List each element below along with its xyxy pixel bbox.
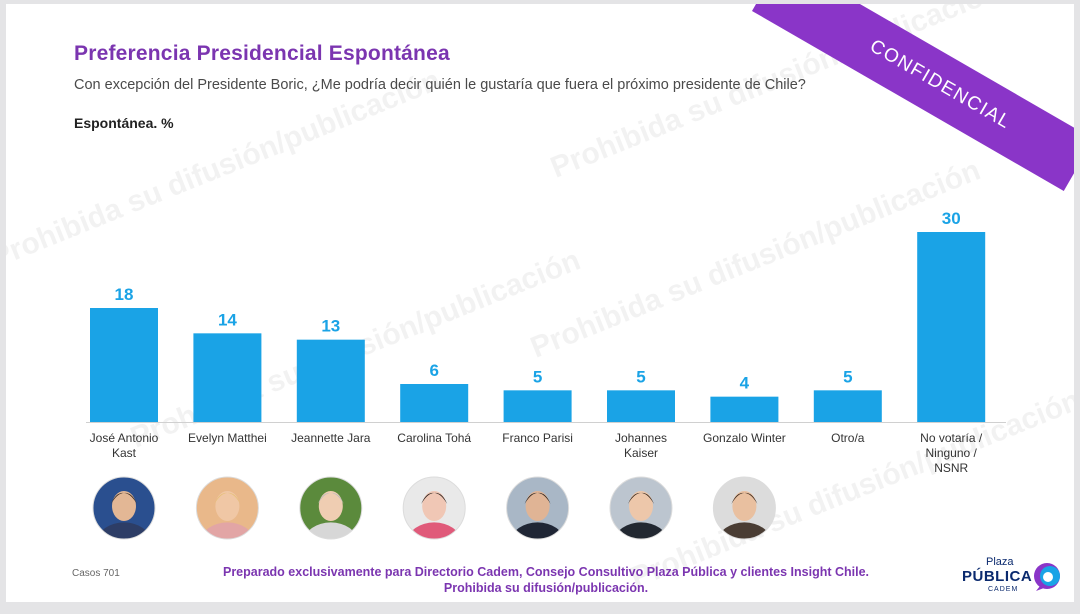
value-label: 13 xyxy=(321,317,340,336)
page-title: Preferencia Presidencial Espontánea xyxy=(74,42,450,65)
footer-line-1: Preparado exclusivamente para Directorio… xyxy=(222,565,870,579)
footer-line-2: Prohibida su difusión/publicación. xyxy=(443,581,649,595)
speech-bubble-icon xyxy=(1034,563,1060,591)
jara-photo xyxy=(299,476,363,540)
bar-3 xyxy=(296,339,365,422)
category-label: Franco Parisi xyxy=(502,431,573,445)
value-label: 4 xyxy=(740,374,750,393)
matthei-photo xyxy=(195,476,259,540)
bar-9 xyxy=(917,232,986,422)
bar-8 xyxy=(813,390,882,422)
sample-size: Casos 701 xyxy=(72,568,120,579)
category-label: Gonzalo Winter xyxy=(703,431,786,445)
category-label: Evelyn Matthei xyxy=(188,431,267,445)
toha-photo xyxy=(402,476,466,540)
kaiser-photo xyxy=(609,476,673,540)
bar-7 xyxy=(710,396,779,422)
bar-1 xyxy=(90,308,158,422)
logo-publica-text: PÚBLICA xyxy=(962,568,1033,585)
category-label: Otro/a xyxy=(831,431,865,445)
survey-question: Con excepción del Presidente Boric, ¿Me … xyxy=(74,77,806,93)
value-label: 14 xyxy=(218,310,237,329)
bar-2 xyxy=(193,333,262,422)
plaza-publica-logo: Plaza PÚBLICA CADEM xyxy=(958,554,1074,598)
chart-subtitle: Espontánea. % xyxy=(74,115,174,131)
bar-5 xyxy=(503,390,572,422)
candidate-photos xyxy=(92,476,776,540)
value-label: 5 xyxy=(533,367,542,386)
category-label: Johannes Kaiser xyxy=(615,431,667,460)
category-label: Carolina Tohá xyxy=(397,431,471,445)
value-label: 30 xyxy=(942,209,961,228)
winter-photo xyxy=(712,476,776,540)
bar-6 xyxy=(607,390,675,422)
bar-chart: 18 José Antonio Kast 14 Evelyn Matthei 13 Jean… xyxy=(86,209,1006,540)
bars-group: 18 José Antonio Kast 14 Evelyn Matthei 13 Jean… xyxy=(90,209,986,475)
value-label: 18 xyxy=(115,285,134,304)
category-label: No votaría / Ninguno / NSNR xyxy=(920,431,983,475)
value-label: 5 xyxy=(843,367,852,386)
bar-4 xyxy=(400,384,469,422)
value-label: 6 xyxy=(429,361,438,380)
logo-plaza-text: Plaza xyxy=(986,556,1014,568)
slide: Prohibida su difusión/publicación Prohib… xyxy=(6,4,1074,602)
value-label: 5 xyxy=(636,367,645,386)
parisi-photo xyxy=(506,476,570,540)
category-label: Jeannette Jara xyxy=(291,431,371,445)
logo-cadem-text: CADEM xyxy=(988,586,1019,593)
footer-note: Preparado exclusivamente para Directorio… xyxy=(146,564,946,596)
kast-photo xyxy=(92,476,156,540)
category-label: José Antonio Kast xyxy=(90,431,159,460)
